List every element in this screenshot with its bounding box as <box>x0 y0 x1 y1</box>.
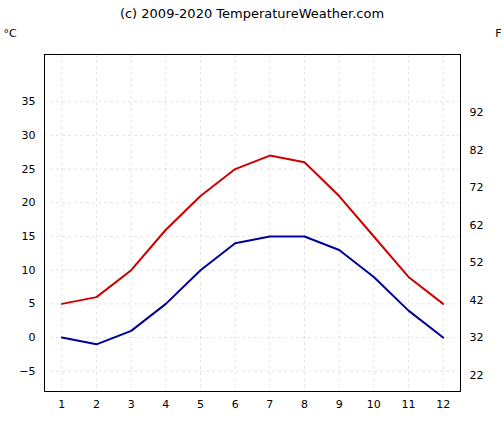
svg-text:5: 5 <box>29 297 36 310</box>
svg-text:30: 30 <box>22 129 36 142</box>
svg-text:−5: −5 <box>19 365 35 378</box>
svg-text:72: 72 <box>470 181 484 194</box>
svg-text:9: 9 <box>336 398 343 411</box>
svg-text:3: 3 <box>128 398 135 411</box>
svg-text:F: F <box>495 27 501 40</box>
svg-text:82: 82 <box>470 144 484 157</box>
svg-text:92: 92 <box>470 106 484 119</box>
svg-text:10: 10 <box>367 398 381 411</box>
svg-text:°C: °C <box>4 27 18 40</box>
svg-text:10: 10 <box>22 264 36 277</box>
svg-text:12: 12 <box>436 398 450 411</box>
svg-text:2: 2 <box>93 398 100 411</box>
svg-text:25: 25 <box>22 163 36 176</box>
svg-text:42: 42 <box>470 294 484 307</box>
svg-text:6: 6 <box>232 398 239 411</box>
svg-text:32: 32 <box>470 331 484 344</box>
svg-text:52: 52 <box>470 256 484 269</box>
svg-text:7: 7 <box>266 398 273 411</box>
svg-text:22: 22 <box>470 369 484 382</box>
svg-text:11: 11 <box>402 398 416 411</box>
svg-text:4: 4 <box>162 398 169 411</box>
svg-text:1: 1 <box>58 398 65 411</box>
svg-text:5: 5 <box>197 398 204 411</box>
svg-text:8: 8 <box>301 398 308 411</box>
svg-text:15: 15 <box>22 230 36 243</box>
svg-text:0: 0 <box>29 331 36 344</box>
svg-text:20: 20 <box>22 196 36 209</box>
html-text:(c) 2009-2020 TemperatureWeath: (c) 2009-2020 TemperatureWeather.com <box>119 6 385 21</box>
svg-text:35: 35 <box>22 95 36 108</box>
svg-text:62: 62 <box>470 219 484 232</box>
